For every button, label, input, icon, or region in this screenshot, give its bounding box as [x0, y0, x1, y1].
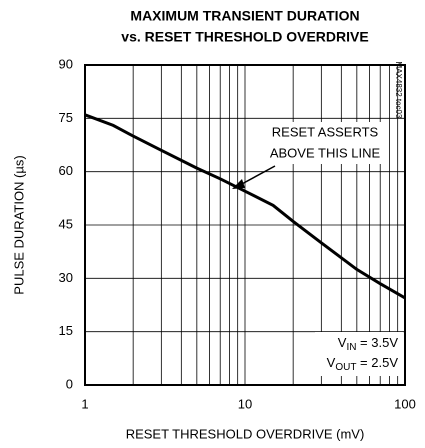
plot-frame: [84, 64, 406, 386]
y-tick-label: 90: [59, 56, 73, 71]
x-tick-label: 10: [238, 396, 252, 411]
side-note: MAX4832 toc03: [394, 62, 403, 119]
condition: VOUT = 2.5V: [327, 355, 399, 372]
x-tick-label: 100: [394, 396, 416, 411]
conditions-bg: [315, 332, 403, 376]
y-tick-label: 30: [59, 270, 73, 285]
data-line: [84, 113, 406, 300]
annotation-arrow: [239, 165, 276, 186]
y-tick-label: 0: [66, 376, 73, 391]
y-tick-label: 75: [59, 110, 73, 125]
x-axis-label: RESET THRESHOLD OVERDRIVE (mV): [126, 426, 365, 441]
arrow-head: [232, 179, 245, 189]
x-tick-label: 1: [81, 396, 88, 411]
y-tick-label: 60: [59, 163, 73, 178]
annotation: ABOVE THIS LINE: [270, 145, 381, 160]
y-tick-label: 45: [59, 216, 73, 231]
annotation-bg: [262, 122, 388, 164]
annotation: RESET ASSERTS: [272, 124, 379, 139]
chart-title: MAXIMUM TRANSIENT DURATION: [130, 8, 359, 24]
condition-rest: = 3.5V: [356, 335, 398, 350]
y-axis-label: PULSE DURATION (µs): [11, 155, 26, 294]
chart-title: vs. RESET THRESHOLD OVERDRIVE: [121, 29, 368, 45]
condition: VIN = 3.5V: [338, 335, 399, 352]
condition-base: V: [327, 355, 336, 370]
condition-sub: IN: [346, 342, 356, 353]
y-tick-label: 15: [59, 323, 73, 338]
condition-base: V: [338, 335, 347, 350]
condition-sub: OUT: [335, 362, 356, 373]
condition-rest: = 2.5V: [356, 355, 398, 370]
